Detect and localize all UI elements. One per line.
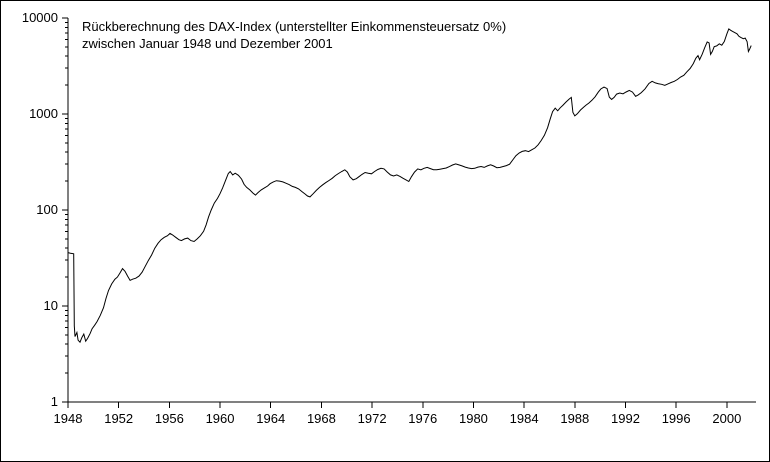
chart-title-line2: zwischen Januar 1948 und Dezember 2001	[82, 36, 333, 51]
x-tick-label: 1972	[358, 411, 387, 426]
y-tick-label: 1000	[29, 106, 58, 121]
x-tick-label: 1964	[256, 411, 285, 426]
plot-area: 1 10 100 1000 10000 1948 1952 1956 1960 1964 1968 1…	[22, 10, 756, 426]
x-tick-label: 1980	[459, 411, 488, 426]
x-tick-label: 1996	[662, 411, 691, 426]
x-tick-label: 1992	[611, 411, 640, 426]
x-tick-label: 1976	[408, 411, 437, 426]
x-tick-label: 1952	[104, 411, 133, 426]
x-tick-label: 1984	[510, 411, 539, 426]
x-tick-label: 2000	[712, 411, 741, 426]
chart-title-line1: Rückberechnung des DAX-Index (unterstell…	[82, 19, 506, 34]
x-tick-label: 1968	[307, 411, 336, 426]
y-tick-label: 10000	[22, 10, 58, 25]
y-tick-label: 10	[44, 298, 58, 313]
x-tick-label: 1948	[54, 411, 83, 426]
y-tick-label: 100	[36, 202, 58, 217]
x-tick-label: 1956	[155, 411, 184, 426]
y-tick-label: 1	[51, 394, 58, 409]
x-tick-label: 1988	[560, 411, 589, 426]
x-tick-label: 1960	[206, 411, 235, 426]
dax-series-line	[67, 28, 752, 344]
